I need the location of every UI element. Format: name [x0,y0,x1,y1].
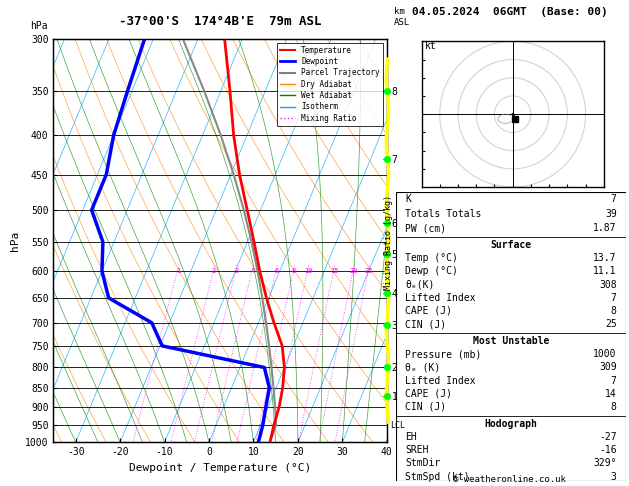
Text: 8: 8 [611,402,616,412]
Text: SREH: SREH [406,445,429,455]
Legend: Temperature, Dewpoint, Parcel Trajectory, Dry Adiabat, Wet Adiabat, Isotherm, Mi: Temperature, Dewpoint, Parcel Trajectory… [277,43,383,125]
Text: Most Unstable: Most Unstable [473,336,549,346]
Text: Surface: Surface [491,240,532,250]
Text: 14: 14 [605,389,616,399]
Text: Hodograph: Hodograph [484,419,538,429]
Text: PW (cm): PW (cm) [406,223,447,233]
Text: 309: 309 [599,363,616,372]
Text: -37°00'S  174°4B'E  79m ASL: -37°00'S 174°4B'E 79m ASL [119,16,321,28]
Text: 1.87: 1.87 [593,223,616,233]
Text: StmSpd (kt): StmSpd (kt) [406,471,470,482]
Text: 329°: 329° [593,458,616,469]
Text: -27: -27 [599,432,616,442]
Text: Dewp (°C): Dewp (°C) [406,266,459,277]
Text: 7: 7 [611,376,616,385]
Text: 4: 4 [250,268,255,274]
X-axis label: Dewpoint / Temperature (°C): Dewpoint / Temperature (°C) [129,463,311,473]
Text: 1000: 1000 [593,349,616,359]
Text: -16: -16 [599,445,616,455]
Text: CIN (J): CIN (J) [406,402,447,412]
Text: CAPE (J): CAPE (J) [406,306,452,316]
Text: Pressure (mb): Pressure (mb) [406,349,482,359]
Text: kt: kt [425,41,437,51]
Text: 8: 8 [611,306,616,316]
Text: 8: 8 [292,268,296,274]
Text: 25: 25 [605,319,616,329]
Text: 10: 10 [304,268,312,274]
Text: 6: 6 [274,268,279,274]
Text: Temp (°C): Temp (°C) [406,253,459,263]
Text: 308: 308 [599,279,616,290]
Text: 13.7: 13.7 [593,253,616,263]
Text: CIN (J): CIN (J) [406,319,447,329]
Text: 7: 7 [611,194,616,204]
Text: hPa: hPa [30,21,48,31]
Text: km
ASL: km ASL [394,7,409,27]
Text: 1: 1 [176,268,180,274]
Text: © weatheronline.co.uk: © weatheronline.co.uk [453,474,566,484]
Y-axis label: hPa: hPa [9,230,19,251]
Text: θₑ(K): θₑ(K) [406,279,435,290]
Text: StmDir: StmDir [406,458,441,469]
Text: 3: 3 [234,268,238,274]
Text: Lifted Index: Lifted Index [406,293,476,303]
Text: Totals Totals: Totals Totals [406,208,482,219]
Text: CAPE (J): CAPE (J) [406,389,452,399]
Text: θₑ (K): θₑ (K) [406,363,441,372]
Text: 7: 7 [611,293,616,303]
Text: EH: EH [406,432,417,442]
Text: Mixing Ratio (g/kg): Mixing Ratio (g/kg) [384,195,393,291]
Text: 04.05.2024  06GMT  (Base: 00): 04.05.2024 06GMT (Base: 00) [411,7,608,17]
Text: 15: 15 [330,268,338,274]
Text: 3: 3 [611,471,616,482]
Text: K: K [406,194,411,204]
Text: 25: 25 [364,268,373,274]
Text: 11.1: 11.1 [593,266,616,277]
Text: 20: 20 [349,268,358,274]
Text: 39: 39 [605,208,616,219]
Text: 2: 2 [212,268,216,274]
Text: Lifted Index: Lifted Index [406,376,476,385]
Text: LCL: LCL [390,420,405,430]
